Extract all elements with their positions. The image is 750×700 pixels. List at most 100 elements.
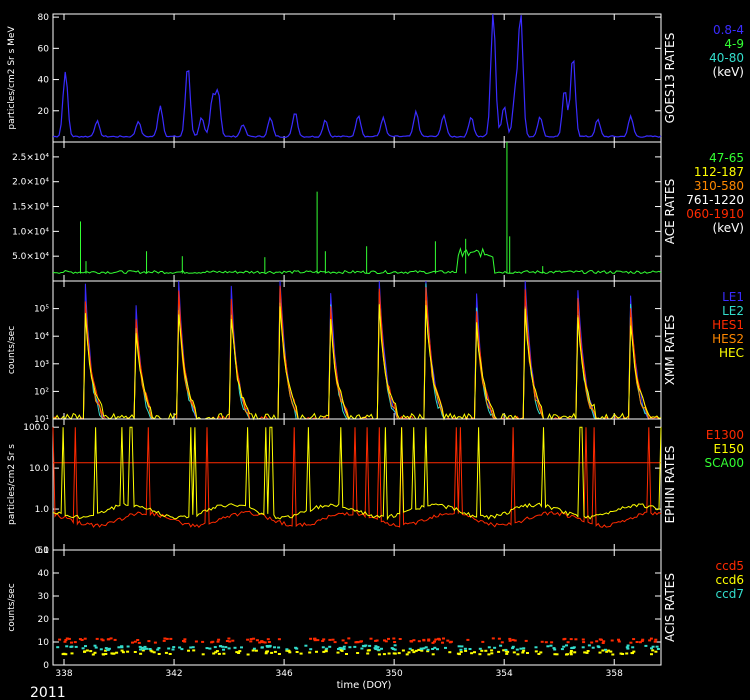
data-point	[574, 638, 578, 641]
data-point	[210, 641, 214, 644]
data-point	[625, 652, 629, 655]
data-point	[502, 649, 506, 652]
data-point	[110, 652, 114, 655]
panel-frame	[52, 141, 662, 282]
y-tick-label: 10²	[34, 387, 49, 397]
data-point	[139, 648, 142, 651]
data-point	[201, 653, 205, 656]
data-point	[448, 651, 452, 654]
data-point	[604, 648, 607, 651]
data-point	[407, 651, 411, 654]
y-tick-label: 2.5×10⁴	[12, 153, 49, 163]
data-point	[227, 637, 231, 640]
y-axis-label: particles/cm2 Sr s MeV	[7, 26, 17, 130]
data-point	[367, 649, 371, 652]
data-point	[183, 640, 187, 643]
data-point	[626, 644, 630, 647]
data-point	[121, 651, 125, 654]
data-point	[566, 641, 570, 644]
data-point	[426, 648, 430, 651]
data-point	[473, 651, 476, 654]
data-point	[136, 639, 140, 641]
legend-entry: SCA00	[705, 456, 744, 470]
data-point	[569, 638, 573, 641]
data-point	[183, 638, 187, 641]
data-point	[595, 640, 599, 643]
data-point	[534, 650, 538, 653]
series-group	[52, 142, 662, 275]
series-group	[52, 426, 662, 528]
data-point	[270, 651, 274, 654]
data-point	[398, 638, 402, 640]
panel-frame	[52, 13, 662, 143]
data-point	[602, 640, 606, 643]
data-point	[504, 648, 508, 651]
data-point	[205, 647, 209, 650]
data-point	[212, 652, 216, 655]
legend-entry: 761-1220	[686, 193, 744, 207]
data-point	[553, 648, 557, 651]
legend-entry: 060-1910	[686, 207, 744, 221]
data-point	[345, 653, 348, 655]
data-point	[360, 647, 364, 650]
data-point	[539, 651, 543, 654]
data-point	[422, 638, 426, 641]
data-point	[208, 647, 212, 650]
data-point	[78, 638, 82, 641]
data-point	[172, 646, 176, 649]
data-point	[490, 652, 494, 655]
data-point	[380, 647, 383, 650]
data-point	[299, 652, 303, 655]
legend-entry: E150	[714, 442, 745, 456]
data-point	[277, 646, 281, 649]
y-tick-label: 2.0×10⁴	[12, 178, 49, 188]
data-point	[549, 644, 553, 647]
panel-frame	[52, 418, 662, 551]
data-point	[56, 646, 60, 649]
x-tick-label: 342	[165, 669, 182, 679]
data-point	[650, 653, 653, 656]
data-point	[143, 645, 147, 648]
legend-entry: LE1	[722, 290, 744, 304]
legend-entry: ccd6	[716, 573, 744, 587]
data-point	[148, 648, 152, 650]
data-point	[215, 650, 219, 653]
data-point	[180, 648, 184, 651]
data-point	[392, 637, 396, 640]
data-point	[353, 645, 357, 648]
y-tick-label: 40	[38, 76, 50, 86]
series-line	[52, 285, 661, 421]
data-point	[74, 645, 78, 648]
legend-entry: 4-9	[724, 37, 744, 51]
y-tick-label: 10⁵	[34, 305, 49, 315]
x-axis-title: time (DOY)	[337, 680, 392, 691]
data-point	[449, 640, 453, 643]
y-tick-label: 10.0	[29, 464, 49, 474]
data-point	[368, 644, 372, 647]
data-point	[534, 646, 538, 649]
data-point	[412, 639, 416, 642]
data-point	[294, 646, 298, 649]
data-point	[617, 640, 621, 643]
data-point	[410, 640, 414, 643]
data-point	[95, 637, 99, 640]
data-point	[252, 647, 256, 650]
data-point	[540, 640, 544, 643]
data-point	[601, 642, 605, 644]
data-point	[524, 639, 528, 642]
data-point	[178, 646, 182, 649]
data-point	[560, 648, 564, 651]
data-point	[227, 647, 231, 650]
legend-entry: 310-580	[694, 179, 744, 193]
data-point	[251, 649, 255, 652]
data-point	[552, 647, 556, 650]
y-tick-label: 40	[38, 569, 50, 579]
data-point	[431, 653, 435, 656]
x-tick-label: 346	[276, 669, 293, 679]
data-point	[360, 640, 363, 643]
data-point	[171, 648, 175, 651]
data-point	[590, 641, 594, 644]
data-point	[460, 645, 464, 648]
y-tick-label: 0.1	[35, 546, 49, 556]
data-point	[221, 645, 225, 648]
